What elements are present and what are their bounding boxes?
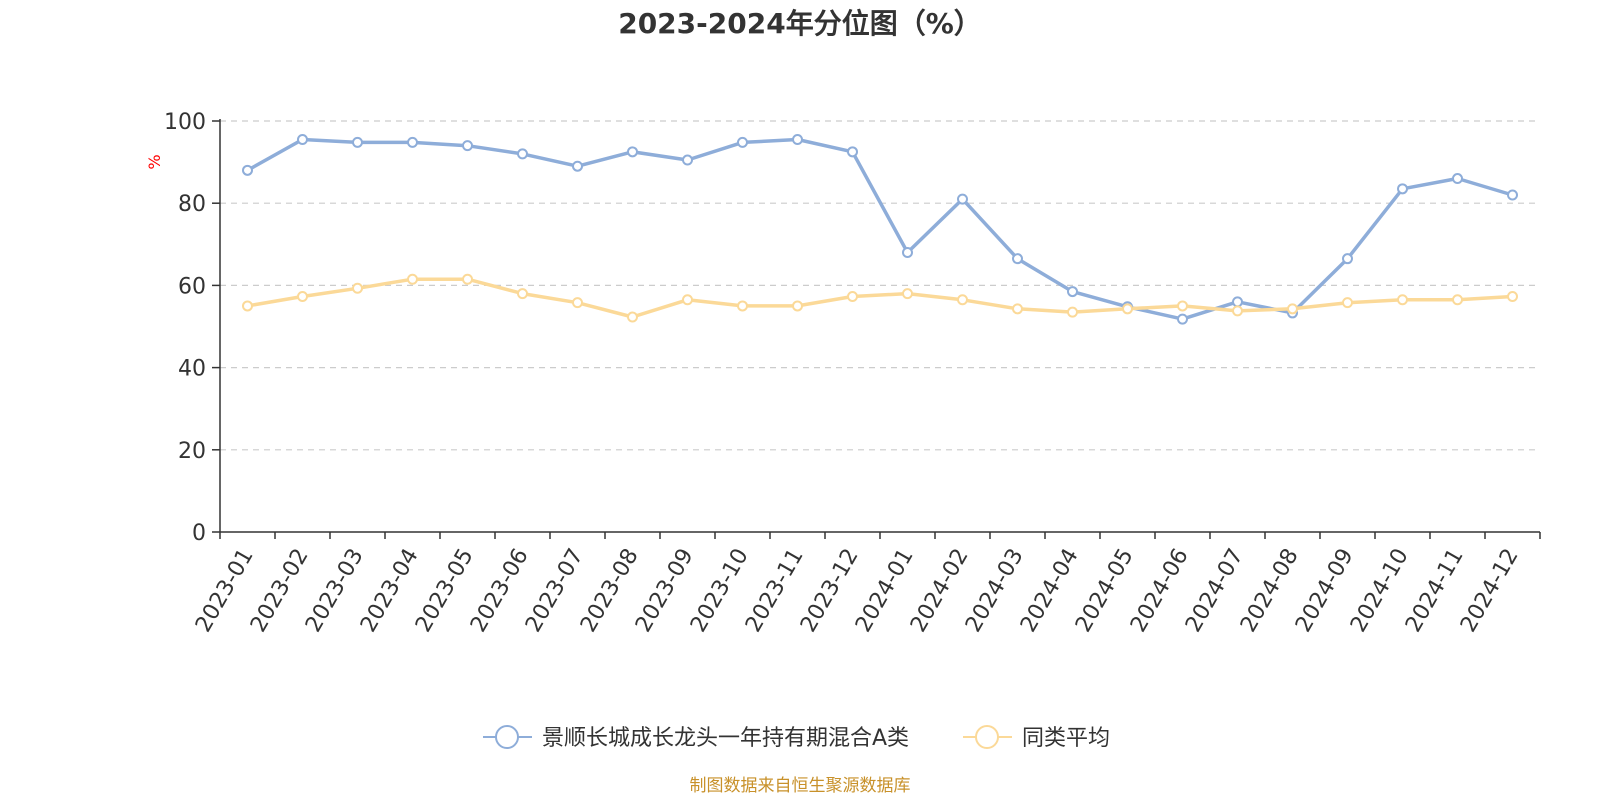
y-axis-unit-label: %: [145, 154, 164, 169]
legend-label-series-0: 景顺长城成长龙头一年持有期混合A类: [542, 726, 909, 751]
series-0-point[interactable]: [1507, 189, 1518, 201]
series-1-point[interactable]: [902, 288, 913, 300]
series-1-point[interactable]: [847, 290, 858, 302]
grid-lines: [220, 120, 1540, 451]
y-tick-label: 0: [192, 521, 206, 546]
series-0-point[interactable]: [847, 146, 858, 158]
series-0-point[interactable]: [737, 136, 748, 148]
series-0-point[interactable]: [1342, 253, 1353, 265]
series-1-point[interactable]: [1012, 303, 1023, 315]
axes: 0204060801002023-012023-022023-032023-04…: [164, 110, 1541, 637]
y-tick-label: 40: [178, 357, 206, 382]
series-1-point[interactable]: [792, 300, 803, 312]
series-1-point[interactable]: [737, 300, 748, 312]
series-0-point[interactable]: [242, 164, 253, 176]
series-0-point[interactable]: [517, 148, 528, 160]
series-0-point[interactable]: [297, 133, 308, 145]
y-tick-label: 20: [178, 439, 206, 464]
y-tick-label: 80: [178, 192, 206, 217]
series-1-point[interactable]: [242, 300, 253, 312]
series-1-point[interactable]: [352, 282, 363, 294]
series-0-point[interactable]: [957, 193, 968, 205]
chart-title: 2023-2024年分位图（%）: [618, 7, 982, 40]
series-0-point[interactable]: [682, 154, 693, 166]
legend-item-series-0[interactable]: 景顺长城成长龙头一年持有期混合A类: [483, 725, 909, 751]
legend-item-series-1[interactable]: 同类平均: [963, 725, 1110, 751]
series-1-point[interactable]: [1067, 306, 1078, 318]
data-source-note: 制图数据来自恒生聚源数据库: [690, 776, 911, 796]
series-1-point[interactable]: [1397, 294, 1408, 306]
series-1-point[interactable]: [297, 290, 308, 302]
legend: 景顺长城成长龙头一年持有期混合A类 同类平均: [483, 725, 1110, 751]
series-0-point[interactable]: [462, 140, 473, 152]
y-tick-label: 100: [164, 110, 206, 135]
series-0-point[interactable]: [1067, 286, 1078, 298]
series-1-point[interactable]: [407, 273, 418, 285]
series-lines: [245, 137, 1515, 321]
series-1-point[interactable]: [627, 311, 638, 323]
series-1-point[interactable]: [1232, 305, 1243, 317]
series-1-point[interactable]: [1452, 294, 1463, 306]
series-0-point[interactable]: [1232, 296, 1243, 308]
series-0-point[interactable]: [1012, 253, 1023, 265]
series-1-point[interactable]: [1122, 303, 1133, 315]
series-1-point[interactable]: [682, 294, 693, 306]
series-1-point[interactable]: [462, 273, 473, 285]
legend-circle-icon: [975, 725, 999, 749]
series-1-point[interactable]: [1507, 290, 1518, 302]
series-0-point[interactable]: [1452, 173, 1463, 185]
y-tick-label: 60: [178, 274, 206, 299]
series-0-point[interactable]: [572, 160, 583, 172]
series-1-point[interactable]: [572, 297, 583, 309]
series-0-point[interactable]: [1177, 313, 1188, 325]
series-1-point[interactable]: [517, 288, 528, 300]
legend-label-series-1: 同类平均: [1022, 726, 1110, 751]
series-0-point[interactable]: [627, 146, 638, 158]
series-0-point[interactable]: [1397, 183, 1408, 195]
series-points: [242, 133, 1518, 325]
series-0-point[interactable]: [407, 136, 418, 148]
series-1-point[interactable]: [1342, 297, 1353, 309]
series-0-point[interactable]: [352, 136, 363, 148]
series-1-point[interactable]: [957, 294, 968, 306]
series-0-point[interactable]: [902, 247, 913, 259]
series-line-1: [245, 277, 1515, 319]
series-1-point[interactable]: [1177, 300, 1188, 312]
series-line-0: [245, 137, 1515, 321]
series-1-point[interactable]: [1287, 303, 1298, 315]
legend-circle-icon: [495, 725, 519, 749]
series-0-point[interactable]: [792, 133, 803, 145]
